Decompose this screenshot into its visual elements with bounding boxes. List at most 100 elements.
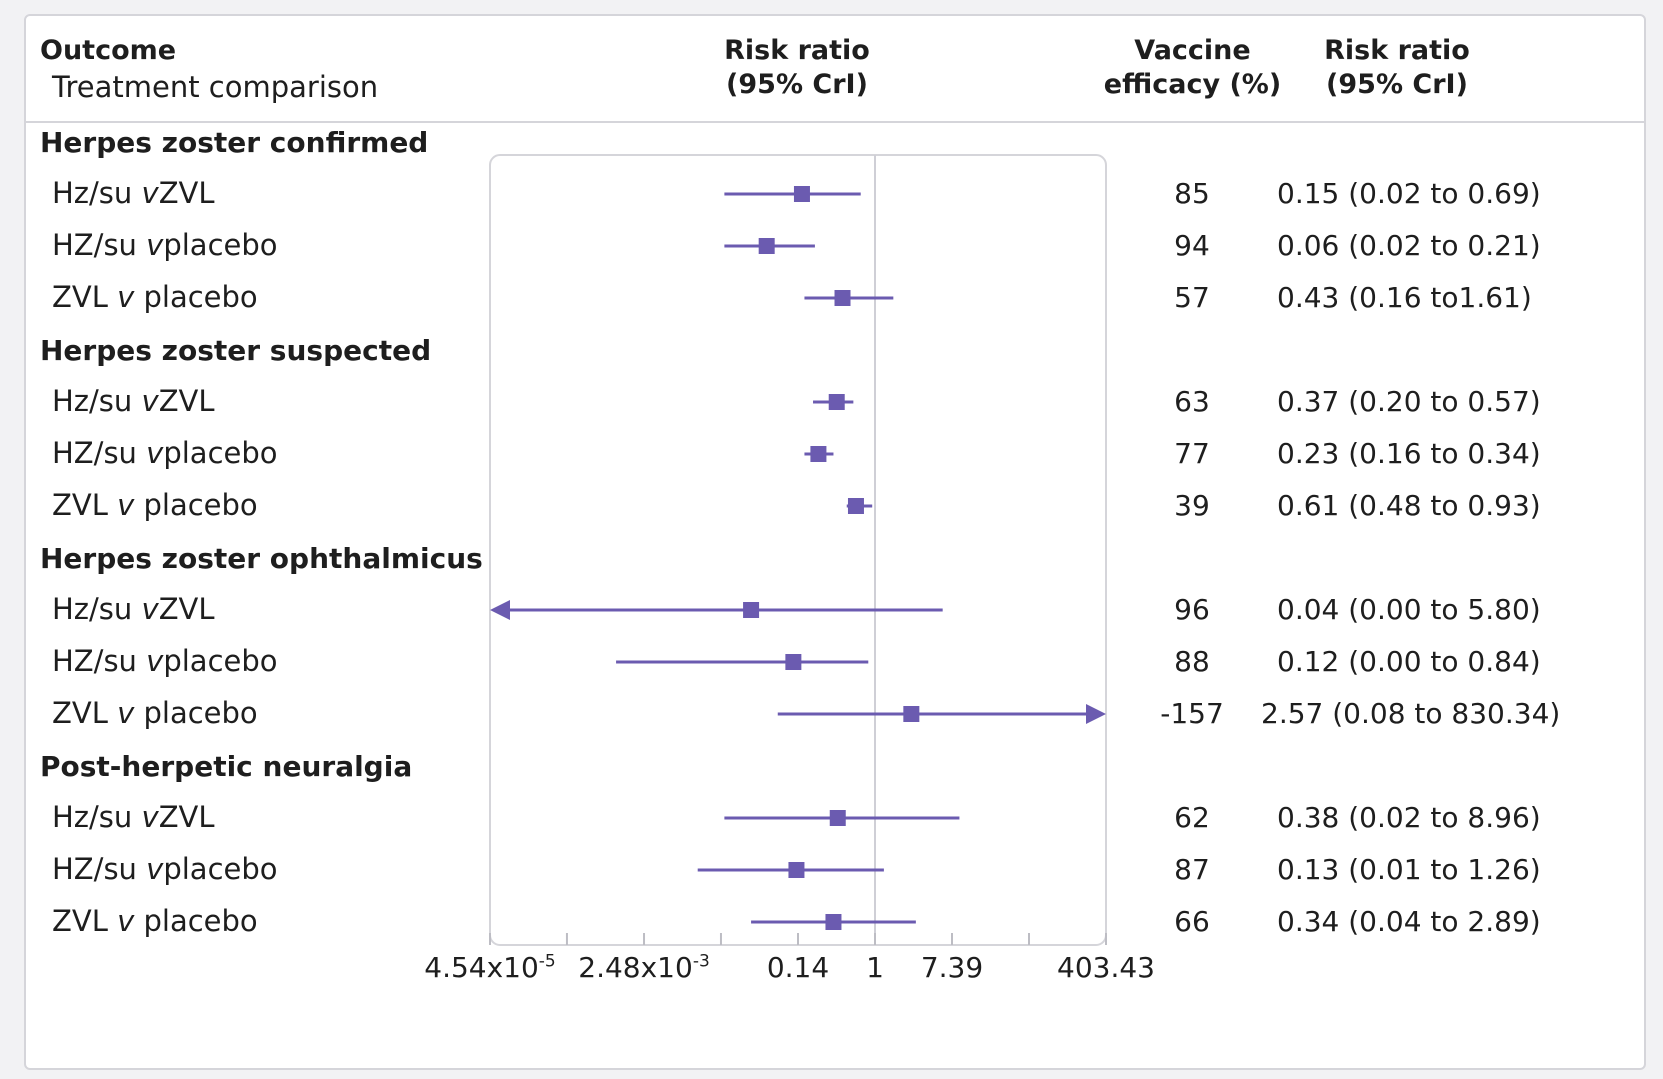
risk-ratio-plot-header: Risk ratio (95% CrI)	[697, 34, 897, 102]
vaccine-efficacy-header: Vaccine efficacy (%)	[1100, 34, 1285, 102]
truncation-arrow-left	[490, 600, 510, 620]
point-estimate-marker	[743, 602, 760, 618]
vaccine-efficacy-value: 88	[1174, 645, 1210, 678]
risk-ratio-value: 0.23 (0.16 to 0.34)	[1277, 437, 1541, 470]
versus-italic: v	[117, 280, 135, 314]
tick-label-base: 4.54x10	[424, 951, 539, 984]
versus-italic: v	[146, 644, 164, 678]
risk-ratio-value: 0.34 (0.04 to 2.89)	[1277, 905, 1541, 938]
comparison-label: HZ/su vplacebo	[52, 644, 278, 678]
comparison-label: Hz/su vZVL	[52, 384, 215, 418]
comparison-treatment: Hz/su	[52, 176, 142, 210]
comparison-comparator: ZVL	[158, 592, 215, 626]
risk-ratio-value: 0.13 (0.01 to 1.26)	[1277, 853, 1541, 886]
comparison-comparator: placebo	[163, 852, 278, 886]
comparison-comparator: placebo	[163, 436, 278, 470]
risk-ratio-value: 0.06 (0.02 to 0.21)	[1277, 229, 1541, 262]
x-axis-tick-label: 7.39	[852, 951, 1052, 984]
tick-label-base: 403.43	[1057, 951, 1155, 984]
versus-italic: v	[146, 852, 164, 886]
versus-italic: v	[117, 696, 135, 730]
risk-ratio-column-header-line1: Risk ratio	[1324, 35, 1470, 66]
forest-marks	[490, 186, 1106, 930]
comparison-treatment: Hz/su	[52, 800, 142, 834]
point-estimate-marker	[828, 394, 845, 410]
comparison-label: ZVL v placebo	[52, 488, 258, 522]
axis-ticks	[489, 933, 1107, 945]
risk-ratio-column-header-line2: (95% CrI)	[1326, 69, 1468, 100]
risk-ratio-value: 0.04 (0.00 to 5.80)	[1277, 593, 1541, 626]
tick-label-base: 0.14	[766, 951, 830, 984]
comparison-label: Hz/su vZVL	[52, 176, 215, 210]
x-axis-tick-label: 0.14	[698, 951, 898, 984]
risk-ratio-value: 0.37 (0.20 to 0.57)	[1277, 385, 1541, 418]
comparison-label: Hz/su vZVL	[52, 800, 215, 834]
point-estimate-marker	[788, 862, 805, 878]
risk-ratio-plot-header-line2: (95% CrI)	[726, 69, 868, 100]
header-divider	[26, 121, 1644, 123]
vaccine-efficacy-header-line1: Vaccine	[1134, 35, 1251, 66]
tick-label-exponent: -3	[692, 951, 710, 972]
vaccine-efficacy-value: 87	[1174, 853, 1210, 886]
tick-label-base: 2.48x10	[578, 951, 693, 984]
comparison-treatment: Hz/su	[52, 592, 142, 626]
versus-italic: v	[141, 592, 159, 626]
point-estimate-marker	[847, 498, 864, 514]
comparison-treatment: ZVL	[52, 488, 118, 522]
plot-area	[489, 154, 1107, 946]
point-estimate-marker	[834, 290, 851, 306]
comparison-label: HZ/su vplacebo	[52, 436, 278, 470]
treatment-comparison-header: Treatment comparison	[52, 70, 379, 104]
risk-ratio-value: 0.61 (0.48 to 0.93)	[1277, 489, 1541, 522]
vaccine-efficacy-value: 57	[1174, 281, 1210, 314]
risk-ratio-column-header: Risk ratio (95% CrI)	[1297, 34, 1497, 102]
point-estimate-marker	[829, 810, 846, 826]
x-axis-tick-label: 4.54x10-5	[390, 951, 590, 984]
comparison-comparator: ZVL	[158, 384, 215, 418]
versus-italic: v	[117, 904, 135, 938]
x-axis-tick-label: 2.48x10-3	[544, 951, 744, 984]
comparison-treatment: HZ/su	[52, 436, 147, 470]
risk-ratio-value: 0.12 (0.00 to 0.84)	[1277, 645, 1541, 678]
outcome-group-title: Herpes zoster ophthalmicus	[40, 542, 483, 575]
versus-italic: v	[146, 228, 164, 262]
comparison-comparator: placebo	[134, 904, 258, 938]
vaccine-efficacy-value: 66	[1174, 905, 1210, 938]
comparison-comparator: ZVL	[158, 800, 215, 834]
comparison-comparator: placebo	[134, 280, 258, 314]
comparison-label: HZ/su vplacebo	[52, 852, 278, 886]
risk-ratio-value: 0.43 (0.16 to1.61)	[1277, 281, 1532, 314]
tick-label-exponent: -5	[538, 951, 556, 972]
comparison-treatment: HZ/su	[52, 644, 147, 678]
tick-label-base: 1	[866, 951, 884, 984]
versus-italic: v	[117, 488, 135, 522]
outcome-group-title: Herpes zoster suspected	[40, 334, 432, 367]
vaccine-efficacy-value: 94	[1174, 229, 1210, 262]
vaccine-efficacy-value: 63	[1174, 385, 1210, 418]
point-estimate-marker	[785, 654, 802, 670]
comparison-label: ZVL v placebo	[52, 904, 258, 938]
risk-ratio-value: 0.15 (0.02 to 0.69)	[1277, 177, 1541, 210]
comparison-treatment: ZVL	[52, 696, 118, 730]
comparison-comparator: placebo	[134, 488, 258, 522]
comparison-label: ZVL v placebo	[52, 696, 258, 730]
vaccine-efficacy-value: 85	[1174, 177, 1210, 210]
versus-italic: v	[141, 800, 159, 834]
outcome-group-title: Post-herpetic neuralgia	[40, 750, 413, 783]
risk-ratio-value: 2.57 (0.08 to 830.34)	[1261, 697, 1561, 730]
vaccine-efficacy-value: 39	[1174, 489, 1210, 522]
point-estimate-marker	[793, 186, 810, 202]
outcome-group-title: Herpes zoster confirmed	[40, 126, 429, 159]
vaccine-efficacy-value: 96	[1174, 593, 1210, 626]
tick-label-base: 7.39	[920, 951, 984, 984]
vaccine-efficacy-value: 62	[1174, 801, 1210, 834]
vaccine-efficacy-value: 77	[1174, 437, 1210, 470]
comparison-label: HZ/su vplacebo	[52, 228, 278, 262]
comparison-treatment: HZ/su	[52, 852, 147, 886]
versus-italic: v	[141, 384, 159, 418]
comparison-label: Hz/su vZVL	[52, 592, 215, 626]
comparison-treatment: ZVL	[52, 904, 118, 938]
vaccine-efficacy-header-line2: efficacy (%)	[1103, 69, 1282, 100]
outcome-header: Outcome	[40, 35, 177, 66]
